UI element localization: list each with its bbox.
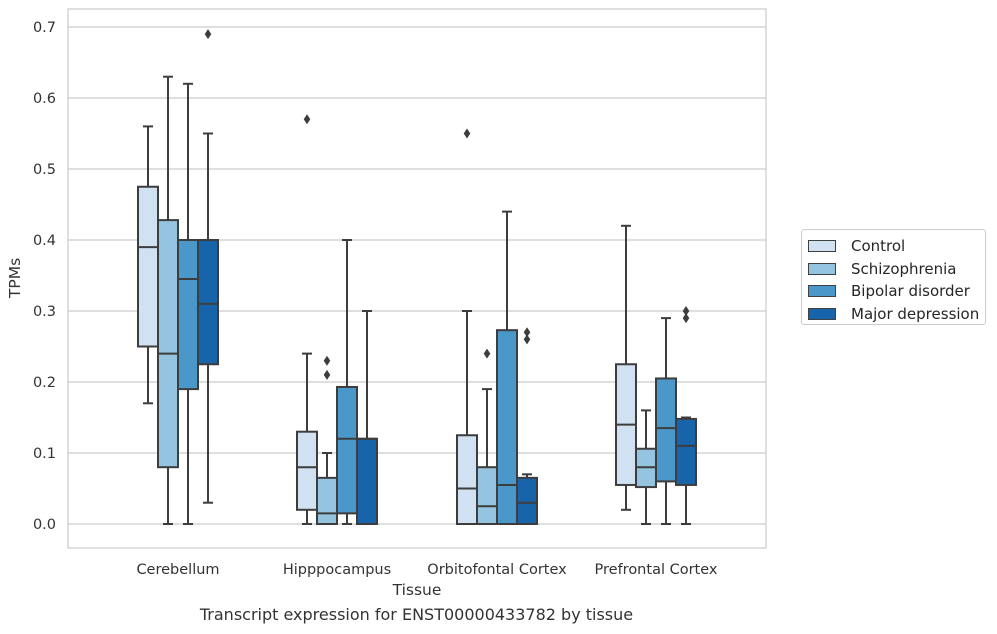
box-schizophrenia	[635, 409, 657, 525]
legend-label-schizophrenia: Schizophrenia	[851, 259, 957, 278]
y-tick-label: 0.7	[33, 20, 56, 36]
outlier-point	[483, 348, 491, 359]
box-iqr	[456, 434, 478, 525]
box-iqr	[177, 239, 199, 391]
x-axis-label: Tissue	[392, 581, 442, 599]
outlier-point	[682, 306, 690, 316]
legend-swatch-major-depression	[808, 307, 836, 320]
y-tick-label: 0.4	[33, 233, 56, 249]
box-major-depression	[675, 306, 697, 525]
box-iqr	[137, 185, 159, 348]
box-iqr	[197, 239, 219, 366]
box-control	[137, 125, 159, 405]
boxes	[137, 29, 697, 526]
legend-swatch-schizophrenia	[808, 262, 836, 275]
x-tick-label: Orbitofontal Cortex	[427, 562, 567, 578]
legend-item-schizophrenia: Schizophrenia	[802, 258, 985, 281]
box-iqr	[655, 377, 677, 483]
outlier-point	[323, 355, 331, 366]
x-tick-label: Prefrontal Cortex	[595, 562, 718, 578]
chart-title: Transcript expression for ENST0000043378…	[199, 605, 634, 624]
legend-item-bipolar-disorder: Bipolar disorder	[802, 280, 985, 303]
legend-swatch-bipolar-disorder	[808, 285, 836, 298]
y-tick-label: 0.0	[33, 517, 56, 533]
box-control	[615, 224, 637, 511]
x-tick-labels: Cerebellum Hipppocampus Orbitofontal Corte…	[136, 562, 717, 578]
outlier-point	[303, 114, 311, 125]
legend-swatch-control	[808, 240, 836, 253]
box-iqr	[496, 329, 518, 526]
legend-label-control: Control	[851, 237, 906, 256]
legend: Control Schizophrenia Bipolar disorder M…	[801, 229, 986, 325]
outlier-point	[523, 334, 531, 345]
outlier-point	[323, 369, 331, 380]
y-tick-labels: 0.0 0.1 0.2 0.3 0.4 0.5 0.6 0.7	[33, 20, 56, 533]
box-control	[456, 128, 478, 525]
box-schizophrenia	[476, 348, 498, 526]
legend-label-major-depression: Major depression	[851, 304, 980, 323]
outlier-point	[523, 327, 531, 338]
y-axis-label: TPMs	[6, 258, 24, 299]
box-schizophrenia	[316, 355, 338, 526]
outlier-point	[682, 313, 690, 324]
x-tick-label: Cerebellum	[136, 562, 219, 578]
legend-item-control: Control	[802, 235, 985, 258]
y-tick-label: 0.1	[33, 446, 56, 462]
box-major-depression	[197, 29, 219, 504]
y-tick-label: 0.3	[33, 304, 56, 320]
box-iqr	[516, 476, 538, 526]
x-tick-label: Hipppocampus	[283, 562, 391, 578]
box-iqr	[336, 385, 358, 515]
box-iqr	[157, 219, 179, 469]
legend-label-bipolar-disorder: Bipolar disorder	[851, 282, 970, 301]
box-iqr	[476, 466, 498, 526]
box-major-depression	[356, 310, 378, 525]
box-bipolar-disorder	[177, 82, 199, 525]
outlier-point	[204, 29, 212, 40]
y-tick-label: 0.2	[33, 375, 56, 391]
outlier-point	[463, 128, 471, 139]
box-schizophrenia	[157, 75, 179, 525]
y-tick-label: 0.6	[33, 91, 56, 107]
box-iqr	[675, 417, 697, 486]
box-iqr	[296, 430, 318, 511]
box-control	[296, 114, 318, 525]
box-iqr	[316, 476, 338, 526]
box-bipolar-disorder	[496, 210, 518, 526]
box-major-depression	[516, 327, 538, 526]
y-tick-label: 0.5	[33, 162, 56, 178]
legend-item-major-depression: Major depression	[802, 303, 985, 326]
box-iqr	[356, 437, 378, 525]
